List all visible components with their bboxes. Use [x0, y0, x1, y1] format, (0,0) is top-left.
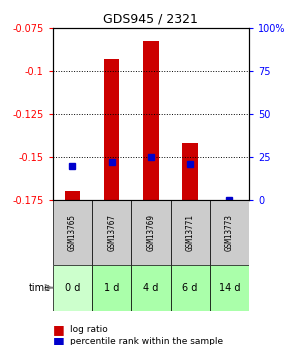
Text: 1 d: 1 d [104, 283, 119, 293]
Bar [104, 59, 120, 200]
FancyBboxPatch shape [53, 200, 92, 265]
Text: 0 d: 0 d [65, 283, 80, 293]
Text: percentile rank within the sample: percentile rank within the sample [70, 337, 224, 345]
FancyBboxPatch shape [92, 265, 131, 310]
FancyBboxPatch shape [171, 200, 210, 265]
FancyBboxPatch shape [131, 265, 171, 310]
Text: ■: ■ [53, 323, 64, 336]
Bar [64, 191, 80, 200]
FancyBboxPatch shape [210, 200, 249, 265]
Text: GSM13767: GSM13767 [107, 214, 116, 251]
Text: log ratio: log ratio [70, 325, 108, 334]
FancyBboxPatch shape [53, 265, 92, 310]
Text: time: time [29, 283, 51, 293]
Text: GSM13773: GSM13773 [225, 214, 234, 251]
Text: GSM13765: GSM13765 [68, 214, 77, 251]
Text: 14 d: 14 d [219, 283, 240, 293]
Text: ■: ■ [53, 335, 64, 345]
Text: GSM13771: GSM13771 [186, 214, 195, 251]
FancyBboxPatch shape [131, 200, 171, 265]
FancyBboxPatch shape [92, 200, 131, 265]
Title: GDS945 / 2321: GDS945 / 2321 [103, 12, 198, 25]
Text: 6 d: 6 d [183, 283, 198, 293]
Text: 4 d: 4 d [143, 283, 159, 293]
FancyBboxPatch shape [171, 265, 210, 310]
FancyBboxPatch shape [210, 265, 249, 310]
Bar [143, 41, 159, 200]
Text: GSM13769: GSM13769 [146, 214, 155, 251]
Bar [182, 143, 198, 200]
